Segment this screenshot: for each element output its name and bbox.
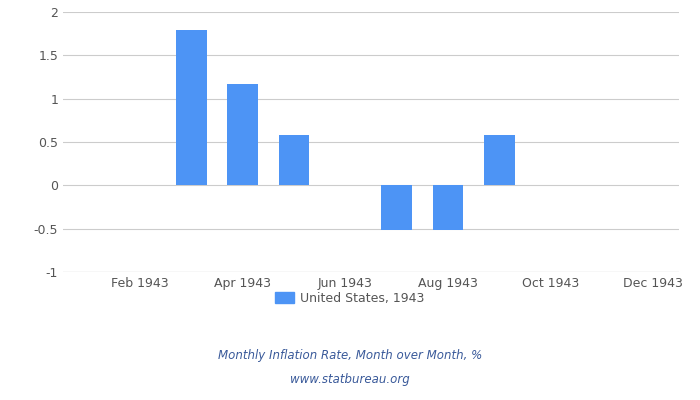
Bar	[176, 30, 206, 185]
Bar	[433, 185, 463, 230]
Text: www.statbureau.org: www.statbureau.org	[290, 374, 410, 386]
Bar	[279, 135, 309, 185]
Bar	[484, 135, 514, 185]
Text: Monthly Inflation Rate, Month over Month, %: Monthly Inflation Rate, Month over Month…	[218, 350, 482, 362]
Legend: United States, 1943: United States, 1943	[270, 287, 430, 310]
Bar	[228, 84, 258, 185]
Bar	[382, 185, 412, 230]
